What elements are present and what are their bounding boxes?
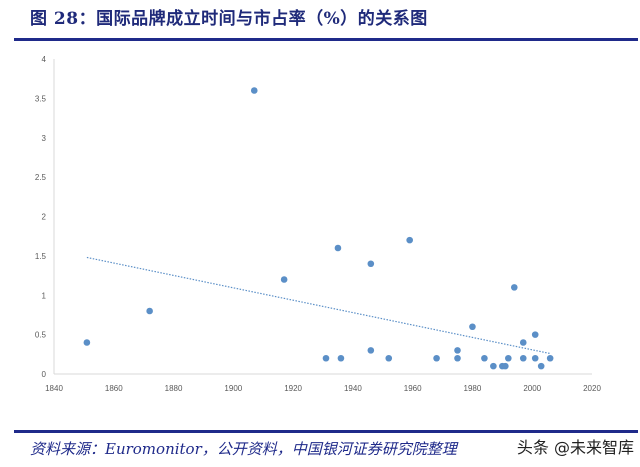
x-tick-label: 1920	[284, 384, 302, 393]
data-point	[367, 347, 375, 354]
y-tick-label: 2	[42, 213, 47, 222]
data-point	[454, 347, 461, 354]
y-tick-label: 1.5	[35, 252, 47, 261]
y-tick-label: 4	[42, 55, 47, 64]
title-rule	[14, 38, 638, 41]
data-point	[334, 244, 342, 252]
x-tick-label: 2000	[523, 384, 541, 393]
source-rule	[14, 430, 638, 433]
data-point	[406, 236, 413, 244]
data-point	[433, 354, 440, 362]
data-point	[490, 362, 497, 370]
x-tick-label: 1900	[224, 384, 242, 393]
data-point	[546, 354, 554, 362]
watermark: 头条 @未来智库	[516, 434, 634, 458]
data-point	[250, 87, 258, 94]
data-point	[367, 260, 375, 268]
x-tick-label: 1880	[165, 384, 183, 393]
x-tick-label: 1980	[464, 384, 482, 393]
data-point	[146, 307, 153, 315]
y-tick-label: 3	[42, 134, 47, 143]
x-tick-label: 1860	[105, 384, 123, 393]
y-tick-label: 0	[42, 370, 47, 379]
data-point	[469, 323, 476, 331]
data-point	[385, 354, 393, 362]
data-point	[502, 362, 509, 370]
data-point	[337, 354, 345, 362]
trendline	[86, 256, 551, 355]
data-point	[519, 354, 527, 362]
data-point	[280, 276, 288, 283]
data-point	[454, 354, 461, 362]
y-tick-label: 3.5	[35, 94, 47, 103]
data-point	[83, 339, 91, 346]
x-tick-label: 1960	[404, 384, 422, 393]
data-point	[510, 284, 518, 291]
data-point	[531, 354, 539, 362]
x-tick-label: 1940	[344, 384, 362, 393]
source-note: 资料来源：Euromonitor，公开资料，中国银河证券研究院整理	[30, 440, 457, 458]
data-point	[322, 354, 330, 362]
data-point	[481, 354, 488, 362]
y-tick-label: 2.5	[35, 173, 47, 182]
x-tick-label: 2020	[583, 384, 601, 393]
data-point	[519, 339, 527, 346]
chart-title: 图 28：国际品牌成立时间与市占率（%）的关系图	[30, 9, 428, 29]
data-point	[537, 362, 545, 370]
x-tick-label: 1840	[45, 384, 63, 393]
y-tick-label: 0.5	[35, 331, 47, 340]
data-point	[505, 354, 512, 362]
data-point	[531, 331, 539, 338]
y-tick-label: 1	[42, 291, 47, 300]
